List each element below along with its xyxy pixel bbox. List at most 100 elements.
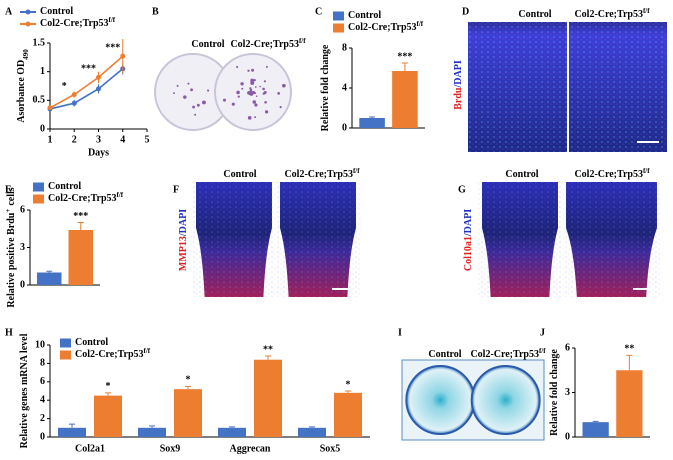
image-label-part: f/f: [353, 167, 360, 175]
colony: [240, 82, 244, 86]
y-tick-label: 10: [35, 339, 45, 350]
colony: [255, 95, 258, 98]
image-label: Control: [518, 9, 551, 20]
x-axis-label: Days: [88, 147, 109, 158]
bar: [68, 230, 93, 285]
y-tick-label: 8: [342, 42, 347, 53]
image-label-part: f/f: [643, 167, 650, 175]
colony: [254, 86, 257, 88]
y-axis-label-part: Relative positive Brdu: [6, 212, 17, 307]
colony: [264, 110, 269, 114]
error-bar: [265, 355, 271, 360]
colony: [222, 98, 226, 102]
error-bar: [77, 222, 84, 230]
colony: [196, 103, 200, 107]
panel-letter: D: [462, 6, 469, 17]
panel-letter: I: [398, 327, 402, 338]
x-tick-label: Aggrecan: [230, 443, 271, 454]
colony: [173, 92, 175, 95]
x-tick-label: 3: [96, 134, 101, 145]
image-label-part: f/f: [643, 7, 650, 15]
y-tick-label: 0: [20, 279, 25, 290]
panel-letter: C: [315, 6, 322, 17]
panel-letter: G: [458, 184, 466, 195]
bar: [582, 422, 609, 437]
significance-label: ***: [81, 64, 96, 75]
image-label-part: Control: [223, 169, 256, 180]
colony: [254, 103, 258, 107]
x-tick-label: 1: [48, 134, 53, 145]
well: [405, 365, 476, 435]
panel-letter: F: [173, 184, 179, 195]
legend-label-part: f/f: [117, 191, 124, 199]
micrograph-texture: [478, 182, 661, 297]
point: [120, 53, 126, 59]
image-label-part: Control: [505, 169, 538, 180]
error-bar: [149, 425, 155, 428]
stain-label: Brdu/DAPI: [453, 60, 464, 110]
image-label: Col2-Cre;Trp53f/f: [230, 37, 306, 51]
legend-label-part: Col2-Cre;Trp53: [75, 349, 144, 360]
colony: [282, 83, 286, 88]
error-bar: [185, 385, 191, 390]
y-tick-label: 4: [40, 394, 45, 405]
bar: [392, 71, 418, 128]
bar: [58, 427, 86, 437]
legend-swatch: [33, 194, 44, 204]
legend-label: Col2-Cre;Trp53f/f: [348, 20, 424, 34]
image-label-part: Col2-Cre;Trp53: [574, 9, 643, 20]
image-label: Control: [505, 169, 538, 180]
y-axis-label: Relative positive Brdu+ cells: [4, 187, 18, 307]
bar: [334, 392, 362, 437]
y-tick-label: 1: [40, 66, 45, 77]
legend-label: Col2-Cre;Trp53f/f: [75, 347, 151, 361]
colony: [262, 87, 265, 91]
error-bar: [369, 116, 376, 118]
colony: [265, 65, 268, 68]
significance-label: **: [624, 344, 634, 355]
image-label: Col2-Cre;Trp53f/f: [284, 167, 360, 181]
image-label: Col2-Cre;Trp53f/f: [574, 167, 650, 181]
legend-label-part: Control: [40, 6, 73, 17]
bar: [174, 389, 202, 437]
x-tick-label: Col2a1: [75, 443, 105, 454]
error-bar: [69, 423, 75, 428]
y-tick-label: 6: [565, 342, 570, 353]
counterstain-name: /DAPI: [178, 209, 189, 237]
colony: [263, 91, 267, 95]
y-axis-label-part: +: [4, 209, 12, 213]
colony: [250, 78, 255, 83]
y-tick-label: 3: [20, 242, 25, 253]
y-axis-label: Asorbance OD490: [16, 49, 29, 123]
colony: [279, 106, 282, 109]
significance-label: *: [62, 81, 67, 92]
error-bar: [309, 426, 315, 428]
point: [96, 74, 101, 80]
legend-label-part: f/f: [417, 20, 424, 28]
legend-label-part: Control: [48, 181, 81, 192]
panel-letter: H: [5, 327, 13, 338]
bar: [359, 118, 385, 128]
colony: [202, 100, 206, 105]
y-axis-label-part: 490: [22, 49, 30, 60]
legend-label: Control: [48, 181, 81, 192]
legend-swatch: [333, 11, 344, 21]
colony: [249, 88, 253, 92]
legend-label: Control: [40, 6, 73, 17]
counterstain-name: /DAPI: [463, 209, 474, 237]
colony: [251, 91, 255, 95]
y-axis-label: Relative fold change: [320, 44, 331, 131]
point: [96, 86, 101, 92]
legend-label-part: Col2-Cre;Trp53: [348, 22, 417, 33]
image-label-part: Col2-Cre;Trp53: [574, 169, 643, 180]
image-label: Control: [428, 349, 461, 360]
stain-label: MMP13/DAPI: [178, 209, 189, 271]
image-label-part: Control: [428, 349, 461, 360]
error-bar: [345, 390, 351, 393]
y-tick-label: 8: [40, 358, 45, 369]
significance-label: ***: [73, 211, 88, 222]
series-line: [49, 55, 124, 109]
colony: [231, 102, 235, 106]
stain-label: Col10a1/DAPI: [463, 209, 474, 271]
